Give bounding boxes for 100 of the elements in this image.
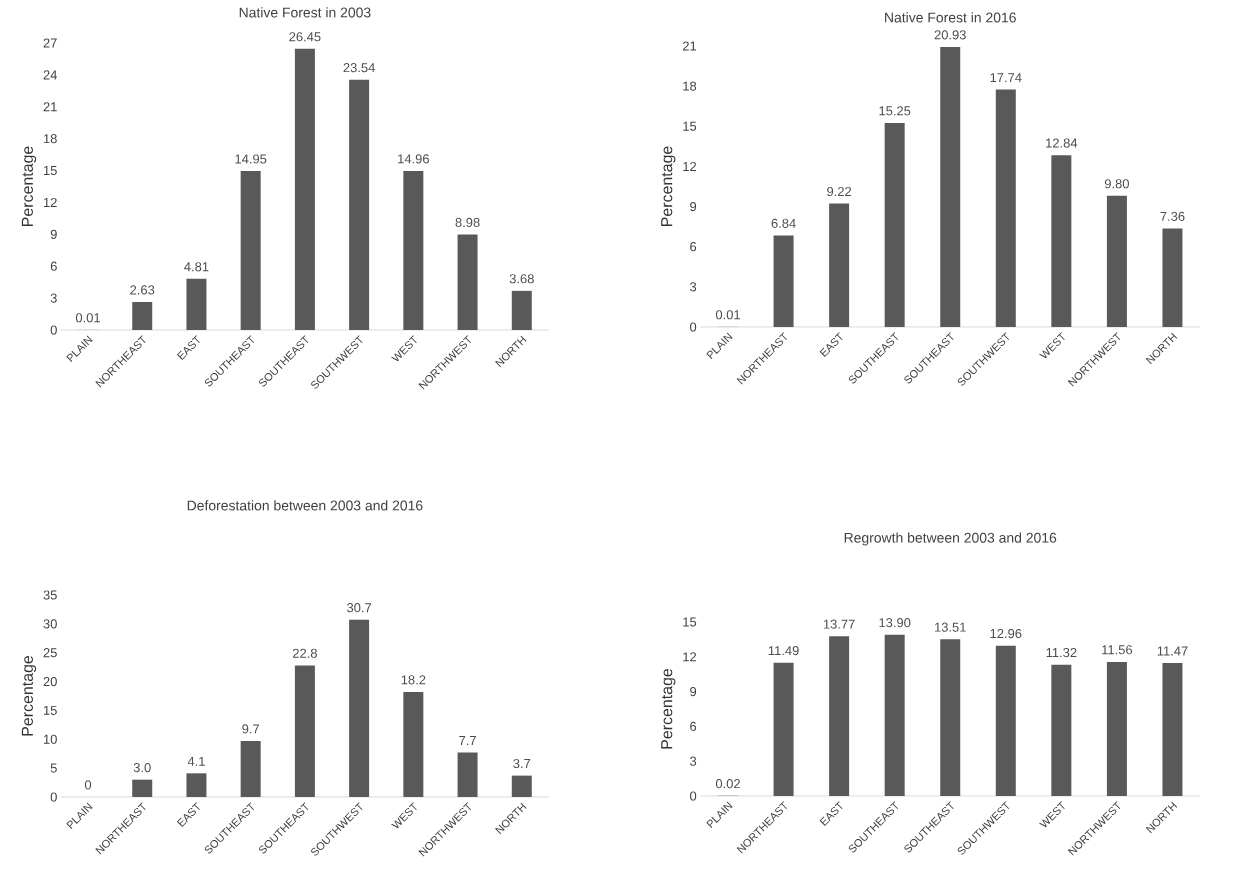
bar — [132, 779, 153, 797]
y-axis-title: Percentage — [661, 668, 676, 749]
y-tick-label: 20 — [43, 676, 57, 687]
data-label: 14.96 — [398, 154, 429, 164]
chart-title: Deforestation between 2003 and 2016 — [187, 500, 423, 511]
data-label: 9.80 — [1104, 179, 1129, 189]
data-label: 0.02 — [715, 779, 740, 789]
bar — [240, 741, 261, 797]
y-tick-label: 30 — [43, 619, 57, 629]
y-tick-label: 6 — [690, 242, 697, 252]
y-tick-label: 15 — [43, 166, 57, 176]
y-tick-label: 3 — [690, 282, 697, 292]
y-tick-label: 18 — [43, 134, 57, 144]
y-tick-label: 9 — [690, 687, 697, 697]
bar — [1162, 228, 1183, 327]
data-label: 8.98 — [455, 217, 480, 228]
bar — [186, 278, 207, 330]
data-label: 11.56 — [1102, 645, 1133, 655]
bar — [940, 639, 961, 796]
y-tick-label: 21 — [43, 102, 57, 112]
y-tick-label: 9 — [690, 201, 697, 212]
data-label: 9.7 — [242, 724, 260, 734]
bar — [773, 235, 794, 327]
data-label: 11.47 — [1157, 646, 1188, 656]
y-axis-title: Percentage — [661, 146, 676, 226]
bar — [511, 775, 532, 797]
y-tick-label: 3 — [690, 756, 697, 766]
y-tick-label: 0 — [50, 325, 57, 335]
bar — [294, 665, 315, 797]
y-tick-label: 25 — [43, 648, 57, 658]
data-label: 3.7 — [513, 758, 531, 769]
y-tick-label: 12 — [43, 197, 57, 207]
data-label: 12.84 — [1046, 138, 1078, 148]
bar — [1106, 195, 1127, 327]
bar — [186, 773, 207, 797]
bar — [457, 752, 478, 797]
data-label: 2.63 — [130, 285, 155, 295]
data-label: 4.81 — [184, 262, 209, 272]
bar — [457, 234, 478, 330]
bar — [1051, 664, 1072, 796]
bar — [349, 619, 370, 797]
data-label: 11.49 — [768, 646, 799, 656]
data-label: 20.93 — [934, 30, 966, 40]
bar — [403, 170, 424, 330]
y-tick-label: 6 — [50, 261, 57, 271]
bar — [995, 645, 1016, 796]
y-tick-label: 12 — [683, 652, 697, 662]
data-label: 18.2 — [401, 675, 426, 685]
y-tick-label: 21 — [682, 41, 697, 51]
bar — [511, 290, 532, 330]
y-axis-title: Percentage — [21, 146, 37, 226]
data-label: 26.45 — [289, 32, 321, 42]
y-tick-label: 24 — [43, 70, 57, 80]
bar — [294, 48, 315, 330]
y-tick-label: 9 — [50, 229, 57, 239]
data-label: 4.1 — [187, 756, 205, 766]
data-label: 17.74 — [990, 73, 1022, 83]
y-tick-label: 6 — [690, 721, 697, 731]
y-tick-label: 12 — [683, 161, 697, 171]
y-tick-label: 35 — [43, 590, 57, 600]
y-tick-label: 10 — [43, 734, 57, 744]
bar — [884, 122, 905, 327]
chart-title: Native Forest in 2016 — [885, 12, 1016, 23]
data-label: 22.8 — [292, 648, 317, 658]
bar — [240, 171, 261, 330]
bar — [829, 203, 850, 327]
bar — [132, 302, 153, 330]
y-tick-label: 15 — [43, 705, 57, 715]
y-tick-label: 0 — [690, 791, 697, 801]
bar — [829, 636, 850, 796]
data-label: 3.0 — [133, 762, 151, 773]
chart-title: Regrowth between 2003 and 2016 — [844, 532, 1057, 546]
bar — [403, 691, 424, 797]
data-label: 7.7 — [459, 736, 476, 746]
data-label: 14.95 — [235, 154, 267, 164]
data-label: 0.01 — [75, 313, 100, 323]
bar — [349, 79, 370, 330]
data-label: 0.01 — [715, 310, 740, 320]
y-tick-label: 0 — [690, 322, 697, 332]
bar — [1051, 155, 1072, 327]
chart-title: Native Forest in 2003 — [239, 7, 371, 18]
y-tick-label: 5 — [50, 763, 57, 773]
y-axis-title: Percentage — [21, 655, 37, 736]
y-tick-label: 15 — [683, 617, 697, 627]
data-label: 9.22 — [827, 186, 852, 197]
bar — [995, 89, 1016, 327]
y-tick-label: 15 — [683, 121, 697, 131]
data-label: 13.51 — [935, 622, 966, 632]
bar — [1162, 662, 1183, 796]
data-label: 13.90 — [879, 618, 911, 628]
bar — [773, 662, 794, 796]
data-label: 6.84 — [771, 218, 796, 228]
y-tick-label: 0 — [50, 792, 57, 802]
data-label: 12.96 — [990, 628, 1022, 639]
data-label: 0 — [84, 780, 92, 790]
data-label: 13.77 — [823, 619, 855, 629]
data-label: 3.68 — [509, 274, 534, 284]
data-label: 15.25 — [879, 106, 911, 116]
data-label: 23.54 — [343, 63, 375, 73]
data-label: 30.7 — [347, 603, 372, 613]
